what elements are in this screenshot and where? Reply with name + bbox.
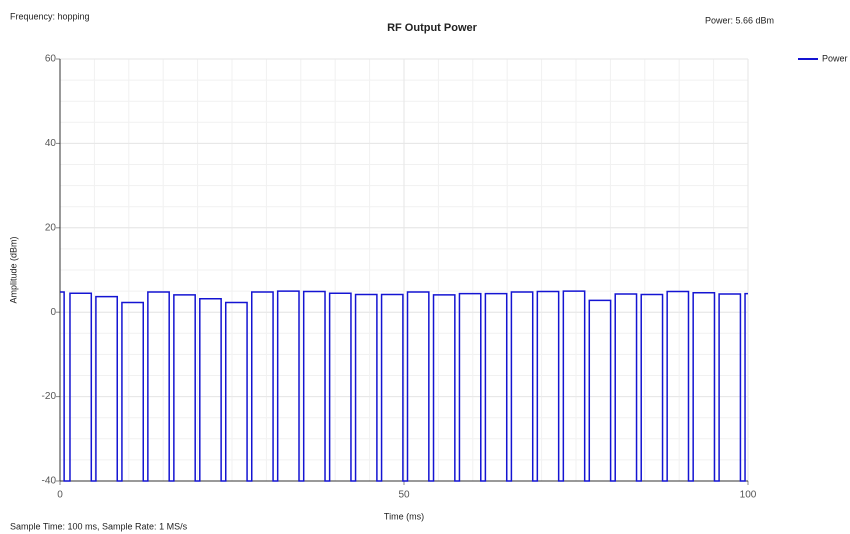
x-tick-label: 50 (398, 490, 410, 501)
y-tick-label: 60 (45, 54, 57, 65)
chart-title: RF Output Power (387, 22, 478, 34)
y-tick-label: 20 (45, 222, 57, 233)
frequency-label: Frequency: hopping (10, 11, 90, 21)
x-tick-label: 0 (57, 490, 63, 501)
y-tick-label: -40 (42, 476, 57, 487)
power-readout: Power: 5.66 dBm (705, 15, 774, 25)
x-axis-label: Time (ms) (384, 511, 424, 521)
y-tick-label: -20 (42, 391, 57, 402)
legend-label: Power (822, 53, 848, 63)
x-tick-label: 100 (740, 490, 757, 501)
y-axis-label: Amplitude (dBm) (8, 236, 18, 303)
y-tick-label: 0 (50, 307, 56, 318)
series-line (60, 290, 748, 482)
y-tick-label: 40 (45, 138, 57, 149)
sample-info: Sample Time: 100 ms, Sample Rate: 1 MS/s (10, 521, 188, 531)
